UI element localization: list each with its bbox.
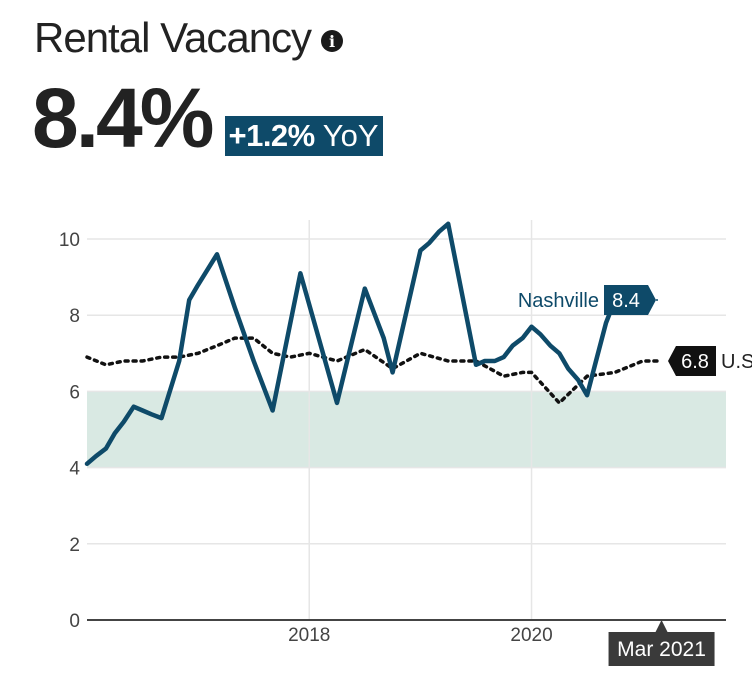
- value-row: 8.4% +1.2% YoY: [32, 76, 383, 160]
- yoy-label: YoY: [322, 118, 379, 153]
- nashville-value-badge: [604, 285, 656, 315]
- nashville-series-line: [84, 221, 618, 467]
- y-tick-label: 2: [69, 535, 80, 556]
- title-row: Rental Vacancy i: [34, 14, 344, 62]
- info-icon[interactable]: i: [321, 30, 344, 52]
- normal-range-band: [87, 391, 726, 468]
- hover-date-label: Mar 2021: [617, 638, 706, 661]
- yoy-change: +1.2%: [228, 118, 315, 153]
- hover-label-box: [608, 632, 715, 666]
- current-value: 8.4%: [32, 71, 214, 165]
- y-tick-label: 0: [69, 611, 80, 632]
- nashville-series-name: Nashville: [518, 290, 599, 312]
- yoy-badge: +1.2% YoY: [225, 116, 383, 156]
- y-tick-label: 6: [69, 382, 80, 403]
- us-series-name: U.S.: [721, 351, 752, 373]
- y-tick-label: 10: [59, 230, 80, 251]
- x-tick-label: 2020: [510, 625, 552, 646]
- x-tick-label: 2018: [288, 625, 330, 646]
- y-tick-label: 4: [69, 459, 80, 480]
- us-value-badge: [668, 345, 716, 376]
- y-tick-label: 8: [69, 306, 80, 327]
- us-series-line: [85, 336, 664, 406]
- hover-label-pointer: [655, 620, 668, 632]
- page-title: Rental Vacancy: [34, 14, 312, 61]
- us-end-value: 6.8: [681, 351, 709, 373]
- nashville-end-value: 8.4: [612, 290, 640, 312]
